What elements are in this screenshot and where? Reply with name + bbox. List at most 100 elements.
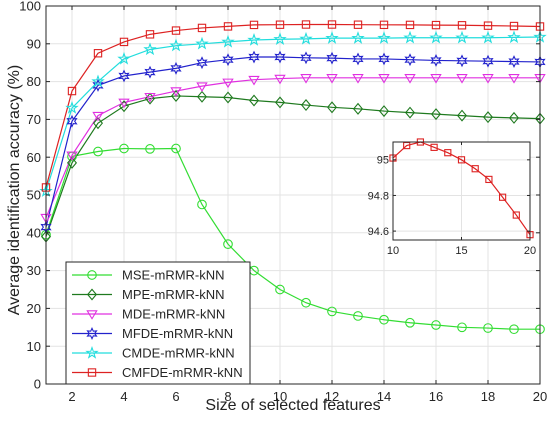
main-data-point-mde-mrmr-knn [274, 74, 286, 85]
x-axis-label: Size of selected features [205, 397, 380, 414]
inset-data-point-cmfde-mrmr-knn [444, 149, 452, 157]
main-y-tick-label: 80 [27, 74, 41, 89]
main-data-point-mfde-mrmr-knn [404, 53, 416, 67]
main-data-point-mde-mrmr-knn [300, 74, 312, 84]
inset-y-tick-label: 94.6 [368, 226, 389, 238]
legend-label: MPE-mRMR-kNN [122, 287, 225, 302]
main-data-point-cmfde-mrmr-knn [301, 20, 311, 29]
main-data-point-mde-mrmr-knn [118, 98, 130, 109]
main-y-tick-label: 90 [27, 36, 41, 51]
main-data-point-mpe-mrmr-knn [274, 96, 286, 109]
main-y-tick-label: 60 [27, 150, 41, 165]
main-series-line-cmfde-mrmr-knn [45, 23, 541, 188]
main-data-point-cmde-mrmr-knn [455, 30, 469, 44]
main-x-tick-label: 14 [377, 389, 391, 404]
main-data-point-cmde-mrmr-knn [247, 32, 261, 46]
inset-x-tick-label: 20 [524, 245, 536, 257]
legend-swatch-marker [86, 288, 98, 301]
main-data-point-cmde-mrmr-knn [429, 30, 443, 44]
main-data-point-mde-mrmr-knn [508, 74, 520, 84]
main-data-point-cmde-mrmr-knn [377, 31, 391, 44]
inset-y-tick-label: 95 [377, 155, 389, 167]
main-data-point-mse-mrmr-knn [457, 322, 467, 333]
main-data-point-mde-mrmr-knn [196, 82, 208, 92]
legend-entry-cmfde-mrmr-knn: CMFDE-mRMR-kNN [72, 365, 243, 380]
main-data-point-mde-mrmr-knn [352, 74, 364, 84]
inset-series-lines [392, 141, 531, 235]
main-data-point-mse-mrmr-knn [431, 320, 441, 330]
main-x-tick-label: 16 [429, 389, 443, 404]
main-data-point-mde-mrmr-knn [248, 75, 260, 86]
main-data-point-cmde-mrmr-knn [195, 36, 209, 50]
main-data-point-cmfde-mrmr-knn [275, 20, 285, 29]
main-data-point-mpe-mrmr-knn [352, 102, 364, 115]
main-data-point-mpe-mrmr-knn [430, 108, 442, 121]
main-data-point-cmde-mrmr-knn [507, 30, 521, 44]
main-data-point-mpe-mrmr-knn [482, 111, 494, 124]
main-y-tick-label: 100 [19, 0, 41, 14]
legend-label: MDE-mRMR-kNN [122, 307, 225, 322]
main-data-point-cmfde-mrmr-knn [379, 20, 389, 30]
main-data-point-mfde-mrmr-knn [118, 69, 130, 83]
legend-swatch-marker [86, 310, 98, 320]
main-data-point-cmfde-mrmr-knn [483, 21, 493, 30]
main-data-point-mfde-mrmr-knn [248, 50, 260, 64]
main-data-point-mse-mrmr-knn [275, 284, 285, 295]
main-data-point-cmde-mrmr-knn [351, 31, 365, 44]
main-data-point-cmde-mrmr-knn [299, 31, 313, 45]
inset-data-point-cmfde-mrmr-knn [430, 143, 438, 151]
legend-entry-mse-mrmr-knn: MSE-mRMR-kNN [72, 268, 225, 283]
main-data-point-mpe-mrmr-knn [248, 94, 260, 107]
main-data-point-cmfde-mrmr-knn [249, 20, 259, 30]
main-data-point-mde-mrmr-knn [170, 87, 182, 97]
main-data-point-mse-mrmr-knn [145, 144, 155, 154]
main-series-markers [39, 20, 547, 335]
main-data-point-mse-mrmr-knn [483, 323, 493, 333]
inset-axes: 10 15 20 94.6 94.8 95 [368, 141, 536, 257]
main-data-point-cmde-mrmr-knn [91, 74, 105, 88]
main-data-point-cmde-mrmr-knn [403, 30, 417, 44]
main-data-point-mfde-mrmr-knn [92, 78, 104, 92]
main-y-tick-label: 30 [27, 263, 41, 278]
main-data-point-mfde-mrmr-knn [352, 52, 364, 66]
main-data-point-cmde-mrmr-knn [143, 42, 157, 56]
legend-swatch-marker [87, 270, 97, 280]
main-data-point-mde-mrmr-knn [326, 74, 338, 84]
main-data-point-mse-mrmr-knn [119, 143, 129, 154]
main-data-point-mfde-mrmr-knn [456, 54, 468, 68]
main-data-point-mfde-mrmr-knn [196, 56, 208, 70]
main-data-point-mpe-mrmr-knn [326, 101, 338, 114]
main-data-point-mfde-mrmr-knn [508, 55, 520, 69]
main-data-point-mde-mrmr-knn [456, 74, 468, 84]
main-data-point-mpe-mrmr-knn [222, 91, 234, 104]
main-data-point-mpe-mrmr-knn [404, 106, 416, 119]
main-y-tick-label: 70 [27, 112, 41, 127]
main-data-point-mpe-mrmr-knn [508, 111, 520, 124]
main-data-point-mpe-mrmr-knn [170, 89, 182, 102]
inset-data-point-cmfde-mrmr-knn [512, 211, 520, 219]
main-x-tick-label: 18 [481, 389, 495, 404]
main-data-point-mde-mrmr-knn [92, 111, 104, 122]
main-data-point-mse-mrmr-knn [509, 324, 519, 335]
main-data-point-mpe-mrmr-knn [196, 90, 208, 103]
main-data-point-mfde-mrmr-knn [300, 51, 312, 65]
legend-label: MSE-mRMR-kNN [122, 268, 225, 283]
legend-label: CMDE-mRMR-kNN [122, 346, 235, 361]
inset-data-point-cmfde-mrmr-knn [403, 141, 411, 150]
main-y-tick-label: 0 [34, 377, 41, 392]
main-data-point-cmfde-mrmr-knn [119, 37, 129, 47]
main-y-tick-label: 20 [27, 301, 41, 316]
main-data-point-cmfde-mrmr-knn [509, 21, 519, 31]
main-data-point-cmfde-mrmr-knn [145, 30, 155, 39]
main-data-point-mfde-mrmr-knn [378, 52, 390, 66]
inset-data-point-cmfde-mrmr-knn [471, 165, 479, 173]
main-data-point-mde-mrmr-knn [404, 74, 416, 84]
main-data-point-mse-mrmr-knn [301, 297, 311, 308]
main-data-point-cmfde-mrmr-knn [223, 22, 233, 31]
main-data-point-cmde-mrmr-knn [65, 101, 79, 114]
main-data-point-mfde-mrmr-knn [482, 54, 494, 68]
y-axis-label: Average identification accuracy (%) [6, 65, 23, 316]
main-data-point-mfde-mrmr-knn [274, 50, 286, 64]
